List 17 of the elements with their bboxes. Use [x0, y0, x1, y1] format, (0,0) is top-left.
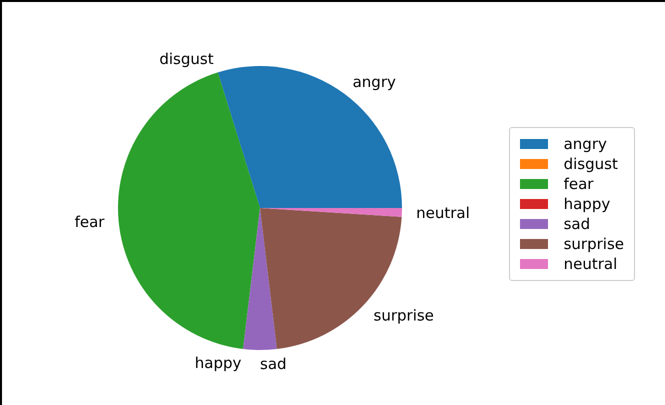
slice-label: surprise	[374, 306, 434, 324]
category-label: happy	[194, 354, 242, 372]
legend-label: sad	[564, 214, 590, 234]
slice-label: neutral	[416, 204, 470, 222]
slice-label: angry	[352, 73, 396, 92]
pie-slice	[243, 208, 277, 350]
pie-slice	[118, 72, 260, 349]
legend-label: neutral	[564, 254, 618, 274]
legend-label: disgust	[564, 154, 618, 174]
slice-label: fear	[74, 213, 106, 232]
slice-label: sad	[260, 355, 287, 374]
pie-slice	[218, 66, 402, 208]
legend-label: fear	[564, 174, 594, 194]
legend-label: surprise	[564, 234, 624, 254]
category-label: disgust	[159, 50, 214, 68]
legend-label: angry	[564, 134, 607, 154]
legend-label: happy	[564, 194, 610, 214]
